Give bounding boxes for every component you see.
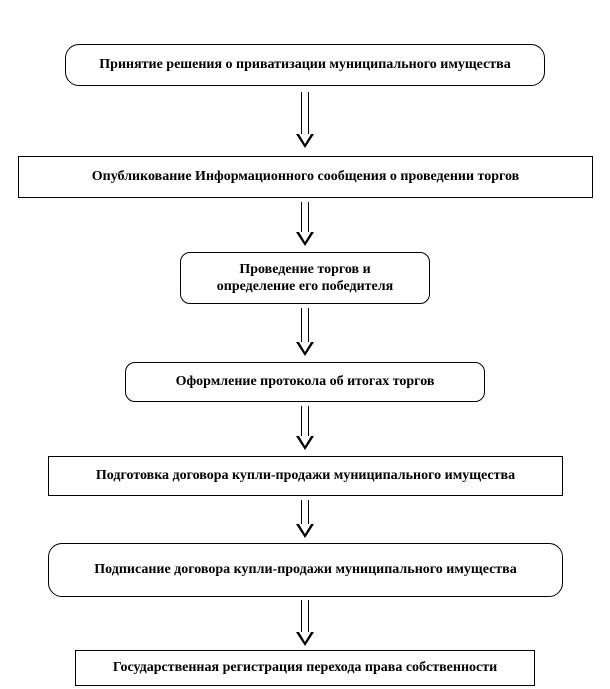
node-label: Опубликование Информационного сообщения …	[92, 168, 519, 186]
arrow-shaft	[301, 92, 309, 134]
node-label: Подписание договора купли-продажи муници…	[94, 561, 516, 579]
flow-node-contract-prep: Подготовка договора купли-продажи муници…	[48, 456, 563, 496]
flow-node-protocol: Оформление протокола об итогах торгов	[125, 362, 485, 402]
arrow-shaft	[301, 406, 309, 436]
flow-node-publication: Опубликование Информационного сообщения …	[18, 156, 593, 198]
flow-arrow	[296, 600, 314, 632]
arrow-shaft	[301, 202, 309, 232]
arrow-shaft	[301, 600, 309, 632]
flow-node-auction: Проведение торгов и определение его побе…	[180, 252, 430, 304]
arrow-shaft	[301, 308, 309, 342]
flow-node-registration: Государственная регистрация перехода пра…	[75, 650, 535, 686]
flow-arrow	[296, 202, 314, 232]
node-label: Подготовка договора купли-продажи муници…	[96, 467, 515, 485]
flow-arrow	[296, 406, 314, 436]
node-label: Государственная регистрация перехода пра…	[113, 659, 497, 677]
flow-node-contract-sign: Подписание договора купли-продажи муници…	[48, 543, 563, 597]
node-label: Принятие решения о приватизации муниципа…	[99, 56, 510, 74]
flow-arrow	[296, 500, 314, 524]
arrow-shaft	[301, 500, 309, 524]
flow-node-decision: Принятие решения о приватизации муниципа…	[65, 44, 545, 86]
node-label: Оформление протокола об итогах торгов	[176, 373, 435, 391]
flow-arrow	[296, 308, 314, 342]
flow-arrow	[296, 92, 314, 134]
node-label: Проведение торгов и определение его побе…	[217, 261, 393, 296]
